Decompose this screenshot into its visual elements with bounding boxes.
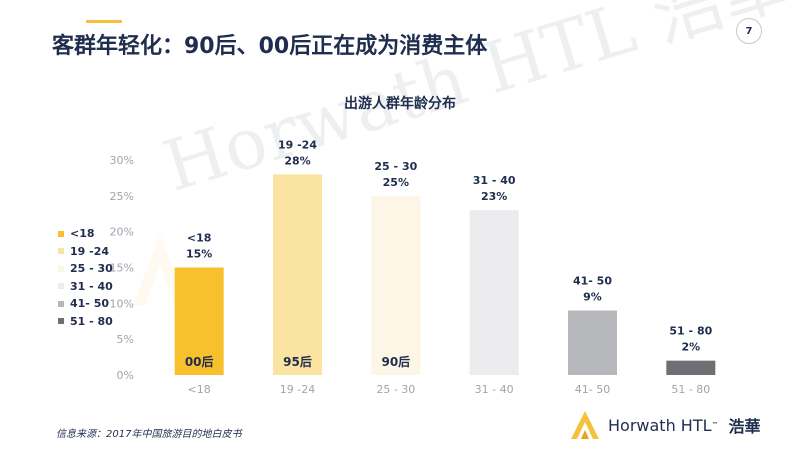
y-tick-label: 0% [117, 369, 134, 382]
legend-item: 41- 50 [58, 295, 113, 313]
y-tick-label: 20% [110, 226, 134, 239]
bar-category-label: <18 [187, 232, 212, 245]
y-tick-label: 5% [117, 333, 134, 346]
bar-category-label: 25 - 30 [374, 160, 417, 173]
bar-value-label: 28% [284, 154, 310, 167]
generation-label: 95后 [283, 354, 312, 369]
bar [568, 310, 617, 375]
legend-label: 25 - 30 [70, 262, 113, 276]
x-tick-label: 25 - 30 [376, 383, 415, 396]
legend-swatch [58, 230, 64, 237]
title-accent-line [86, 20, 122, 23]
legend-item: 51 - 80 [58, 313, 113, 331]
legend-swatch [58, 265, 64, 272]
horwath-logo: Horwath HTL ™ 浩華 [568, 408, 761, 442]
legend-label: 19 -24 [70, 244, 110, 258]
chart-legend: <18 19 -24 25 - 30 31 - 40 41- 50 51 - 80 [58, 225, 113, 330]
y-tick-label: 15% [110, 262, 134, 275]
legend-item: <18 [58, 225, 113, 243]
bar [371, 195, 421, 375]
bar-category-label: 19 -24 [278, 138, 317, 151]
bar-value-label: 23% [481, 190, 507, 203]
legend-swatch [58, 248, 64, 255]
triangle-logo-icon [571, 411, 599, 439]
bar-category-label: 31 - 40 [473, 174, 516, 187]
legend-swatch [58, 318, 64, 325]
y-tick-label: 25% [110, 190, 134, 203]
legend-item: 25 - 30 [58, 260, 113, 278]
legend-label: 41- 50 [70, 297, 110, 311]
x-axis: <18 19 -24 25 - 30 31 - 40 41- 50 51 - 80 [188, 383, 711, 396]
page-number-badge: 7 [736, 18, 762, 44]
legend-swatch [58, 300, 64, 307]
bar-category-label: 41- 50 [573, 275, 612, 288]
x-tick-label: <18 [188, 383, 211, 396]
bar-value-label: 9% [583, 291, 602, 304]
generation-label: 90后 [381, 354, 410, 369]
bar-category-label: 51 - 80 [669, 325, 712, 338]
y-tick-label: 30% [110, 154, 134, 167]
logo-chinese-text: 浩華 [728, 417, 761, 436]
bar [469, 210, 519, 375]
legend-swatch [58, 283, 64, 290]
legend-label: 51 - 80 [70, 314, 113, 328]
logo-text: Horwath HTL [608, 415, 712, 435]
legend-item: 19 -24 [58, 243, 113, 261]
y-axis: 0% 5% 10% 15% 20% 25% 30% [110, 154, 134, 382]
page-number: 7 [745, 25, 753, 37]
x-tick-label: 51 - 80 [671, 383, 710, 396]
bar [273, 174, 322, 375]
x-tick-label: 41- 50 [575, 383, 610, 396]
bar-value-label: 15% [186, 248, 212, 261]
legend-label: 31 - 40 [70, 279, 113, 293]
chart-title: 出游人群年龄分布 [344, 95, 456, 112]
legend-label: <18 [70, 227, 95, 241]
bar-value-label: 25% [383, 176, 409, 189]
bars-group: <18 15% 00后 19 -24 28% 95后 25 - 30 25% 90后 31 - 4… [174, 138, 716, 375]
generation-label: 00后 [185, 354, 214, 369]
source-note: 信息来源：2017年中国旅游目的地白皮书 [56, 429, 242, 440]
y-tick-label: 10% [110, 297, 134, 310]
legend-item: 31 - 40 [58, 278, 113, 296]
bar [174, 267, 224, 375]
bar [666, 360, 716, 375]
x-tick-label: 19 -24 [280, 383, 315, 396]
page-title: 客群年轻化：90后、00后正在成为消费主体 [52, 34, 488, 59]
x-tick-label: 31 - 40 [475, 383, 514, 396]
logo-trademark: ™ [711, 421, 719, 429]
bar-value-label: 2% [681, 341, 700, 354]
